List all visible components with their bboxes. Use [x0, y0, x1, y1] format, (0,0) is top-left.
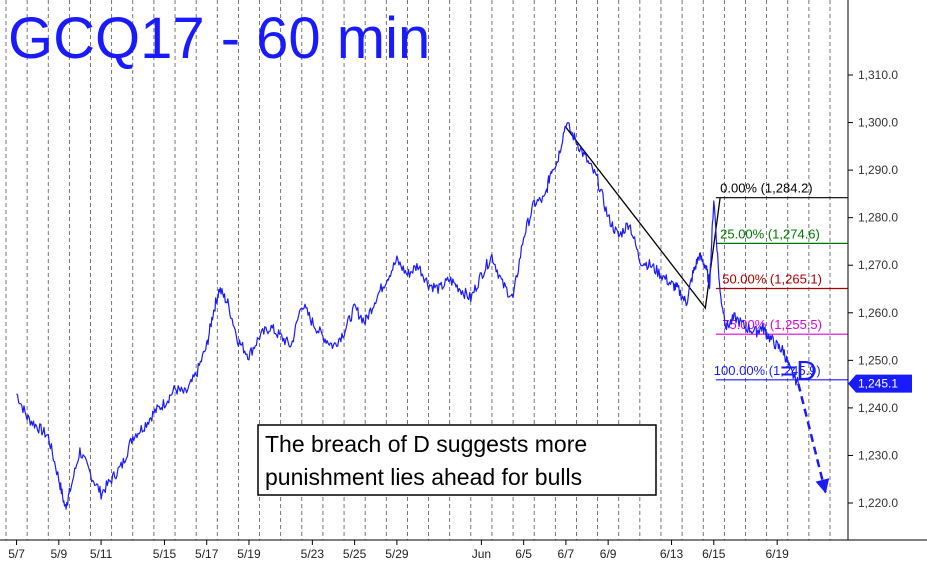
x-tick-label: 6/9	[600, 547, 617, 561]
abcd-pattern	[565, 126, 721, 310]
projection-line	[797, 383, 827, 494]
x-tick-label: 5/17	[195, 547, 219, 561]
y-tick-labels: 1,220.0 1,230.0 1,240.0 1,250.0 1,260.0 1,270…	[848, 68, 898, 510]
fib-level-label: 75.00% (1,255.5)	[722, 317, 822, 332]
x-tick-label: 5/23	[301, 547, 325, 561]
x-tick-label: 6/7	[558, 547, 575, 561]
y-tick-label: 1,220.0	[858, 496, 898, 510]
last-price-label: 1,245.1	[858, 377, 898, 391]
x-tick-label: 6/19	[765, 547, 789, 561]
projection-arrow	[797, 383, 830, 494]
x-tick-label: 5/29	[385, 547, 409, 561]
y-tick-label: 1,240.0	[858, 401, 898, 415]
price-line	[16, 121, 799, 510]
y-tick-label: 1,310.0	[858, 68, 898, 82]
y-tick-label: 1,280.0	[858, 211, 898, 225]
x-tick-label: 5/7	[8, 547, 25, 561]
x-tick-label: 6/15	[702, 547, 726, 561]
y-tick-label: 1,290.0	[858, 163, 898, 177]
annotation-box: The breach of D suggests more punishment…	[257, 424, 657, 496]
x-tick-label: 5/19	[237, 547, 261, 561]
x-tick-label: 5/11	[90, 547, 113, 561]
x-tick-label: 6/13	[660, 547, 684, 561]
y-tick-label: 1,270.0	[858, 258, 898, 272]
annotation-line-2: punishment lies ahead for bulls	[265, 464, 582, 490]
fib-levels: 0.00% (1,284.2) 25.00% (1,274.6) 50.00% (1…	[714, 181, 848, 381]
last-price-tag: 1,245.1	[848, 374, 912, 393]
price-series	[16, 121, 799, 510]
fib-level-label: 0.00% (1,284.2)	[720, 181, 813, 196]
x-tick-label: Jun	[472, 547, 491, 561]
annotation-line-1: The breach of D suggests more	[265, 431, 587, 457]
y-tick-label: 1,250.0	[858, 353, 898, 367]
last-price-background	[848, 374, 912, 393]
x-tick-label: 5/15	[153, 547, 177, 561]
y-tick-label: 1,300.0	[858, 116, 898, 130]
fib-level-label: 50.00% (1,265.1)	[722, 272, 822, 287]
y-axis	[0, 0, 927, 541]
x-tick-label: 6/5	[515, 547, 532, 561]
d-label: =D	[780, 355, 817, 386]
x-tick-label: 5/9	[50, 547, 67, 561]
x-tick-label: 5/25	[343, 547, 367, 561]
pattern-line	[565, 126, 721, 310]
annotation-frame	[257, 424, 657, 496]
projection-arrowhead	[815, 478, 830, 494]
x-tick-labels: 5/7 5/9 5/11 5/15 5/17 5/19 5/23 5/25 5/29 Jun 6/5…	[8, 540, 789, 561]
y-tick-label: 1,230.0	[858, 448, 898, 462]
y-tick-label: 1,260.0	[858, 306, 898, 320]
fib-level-label: 25.00% (1,274.6)	[720, 226, 820, 241]
chart-title: GCQ17 - 60 min	[8, 6, 430, 71]
